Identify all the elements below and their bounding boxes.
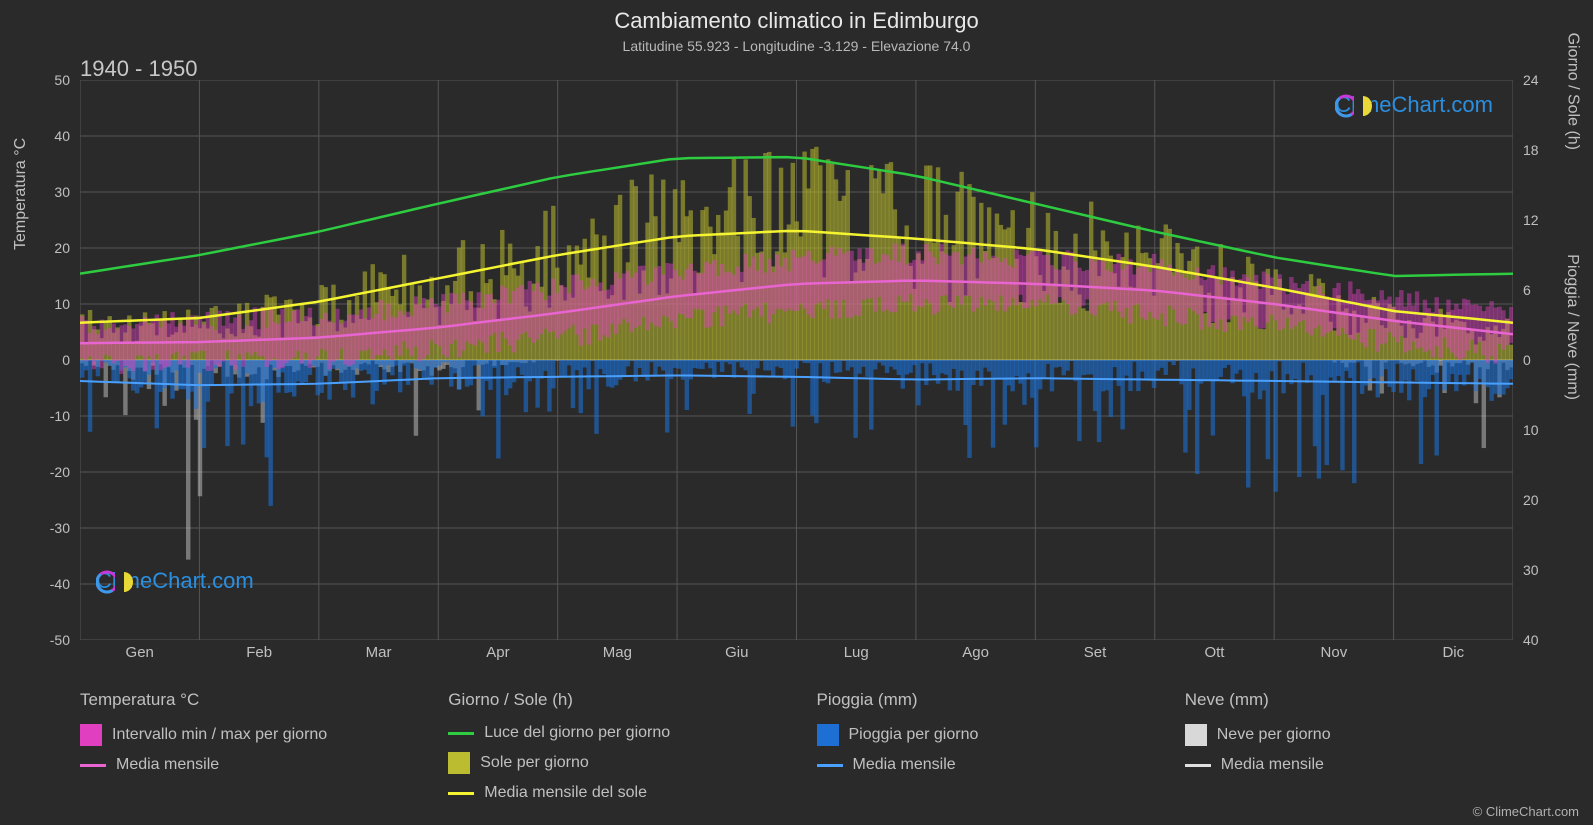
- legend-col-daylight: Giorno / Sole (h) Luce del giorno per gio…: [448, 690, 816, 802]
- x-tick-month: Ago: [962, 644, 989, 661]
- y-tick-right: 6: [1523, 282, 1531, 298]
- y-tick-right: 0: [1523, 352, 1531, 368]
- legend-item: Intervallo min / max per giorno: [80, 724, 448, 746]
- legend-swatch: [817, 724, 839, 746]
- legend-item: Luce del giorno per giorno: [448, 724, 816, 742]
- legend-label: Media mensile: [116, 756, 219, 774]
- legend-label: Sole per giorno: [480, 754, 589, 772]
- x-tick-month: Feb: [246, 644, 272, 661]
- y-tick-right: 10: [1523, 422, 1539, 438]
- plot-area: ClimeChart.com ClimeChart.com: [80, 80, 1513, 640]
- legend-swatch: [448, 732, 474, 735]
- legend-item: Sole per giorno: [448, 752, 816, 774]
- y-tick-left: 20: [54, 240, 70, 256]
- watermark-top: ClimeChart.com: [1335, 92, 1493, 118]
- x-tick-month: Mar: [366, 644, 392, 661]
- legend-title: Pioggia (mm): [817, 690, 1185, 710]
- y-tick-left: -30: [50, 520, 70, 536]
- legend-item: Neve per giorno: [1185, 724, 1553, 746]
- legend-item: Media mensile: [1185, 756, 1553, 774]
- legend-title: Neve (mm): [1185, 690, 1553, 710]
- legend-swatch: [1185, 724, 1207, 746]
- legend-swatch: [1185, 764, 1211, 767]
- climechart-logo-icon: [96, 568, 136, 596]
- legend-label: Media mensile: [853, 756, 956, 774]
- y-tick-right: 40: [1523, 632, 1539, 648]
- y-tick-left: 40: [54, 128, 70, 144]
- x-tick-month: Dic: [1442, 644, 1464, 661]
- y-tick-left: -40: [50, 576, 70, 592]
- legend-label: Intervallo min / max per giorno: [112, 726, 327, 744]
- x-tick-month: Mag: [603, 644, 632, 661]
- legend-label: Media mensile del sole: [484, 784, 647, 802]
- copyright: © ClimeChart.com: [1473, 804, 1579, 819]
- year-range-label: 1940 - 1950: [80, 56, 197, 82]
- legend-label: Media mensile: [1221, 756, 1324, 774]
- legend-item: Pioggia per giorno: [817, 724, 1185, 746]
- x-tick-month: Set: [1084, 644, 1107, 661]
- chart-subtitle: Latitudine 55.923 - Longitudine -3.129 -…: [0, 38, 1593, 54]
- legend-col-temperature: Temperatura °C Intervallo min / max per g…: [80, 690, 448, 802]
- x-ticks: Gen Feb Mar Apr Mag Giu Lug Ago Set Ott Nov Dic: [80, 644, 1513, 668]
- legend-label: Luce del giorno per giorno: [484, 724, 670, 742]
- legend-item: Media mensile: [817, 756, 1185, 774]
- x-tick-month: Lug: [844, 644, 869, 661]
- legend-title: Giorno / Sole (h): [448, 690, 816, 710]
- legend-item: Media mensile: [80, 756, 448, 774]
- x-tick-month: Gen: [126, 644, 154, 661]
- legend: Temperatura °C Intervallo min / max per g…: [80, 690, 1553, 802]
- legend-label: Neve per giorno: [1217, 726, 1331, 744]
- climechart-logo-icon: [1335, 92, 1375, 120]
- y-tick-right: 18: [1523, 142, 1539, 158]
- y-tick-left: 0: [62, 352, 70, 368]
- x-tick-month: Apr: [486, 644, 509, 661]
- watermark-bottom: ClimeChart.com: [96, 568, 254, 594]
- legend-swatch: [448, 752, 470, 774]
- legend-col-snow: Neve (mm) Neve per giorno Media mensile: [1185, 690, 1553, 802]
- x-tick-month: Giu: [725, 644, 748, 661]
- legend-swatch: [80, 764, 106, 767]
- chart-svg: [80, 80, 1513, 640]
- legend-title: Temperatura °C: [80, 690, 448, 710]
- x-tick-month: Ott: [1204, 644, 1224, 661]
- legend-label: Pioggia per giorno: [849, 726, 979, 744]
- x-tick-month: Nov: [1321, 644, 1348, 661]
- legend-item: Media mensile del sole: [448, 784, 816, 802]
- chart-title: Cambiamento climatico in Edimburgo: [0, 8, 1593, 34]
- legend-col-rain: Pioggia (mm) Pioggia per giorno Media mens…: [817, 690, 1185, 802]
- y-tick-right: 30: [1523, 562, 1539, 578]
- legend-swatch: [817, 764, 843, 767]
- y-tick-left: 10: [54, 296, 70, 312]
- legend-swatch: [448, 792, 474, 795]
- y-tick-right: 24: [1523, 72, 1539, 88]
- y-tick-left: -10: [50, 408, 70, 424]
- y-tick-left: 30: [54, 184, 70, 200]
- y-tick-left: 50: [54, 72, 70, 88]
- y-tick-left: -50: [50, 632, 70, 648]
- y-ticks-left: 50403020100-10-20-30-40-50: [0, 80, 76, 640]
- y-tick-right: 12: [1523, 212, 1539, 228]
- y-tick-left: -20: [50, 464, 70, 480]
- y-tick-right: 20: [1523, 492, 1539, 508]
- y-ticks-right: 2418126010203040: [1517, 80, 1593, 640]
- legend-swatch: [80, 724, 102, 746]
